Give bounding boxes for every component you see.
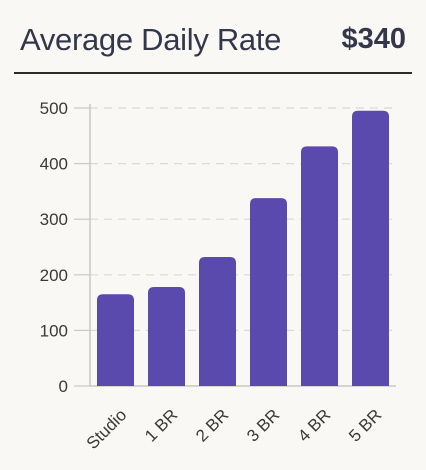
chart-title: Average Daily Rate bbox=[20, 22, 282, 57]
chart-header: Average Daily Rate $340 bbox=[14, 16, 412, 74]
y-tick-label: 400 bbox=[40, 155, 68, 174]
bars bbox=[97, 110, 389, 386]
axes bbox=[74, 104, 396, 387]
y-tick-labels: 0 100 200 300 400 500 bbox=[40, 99, 68, 396]
x-tick-label: 1 BR bbox=[141, 405, 181, 445]
y-tick-label: 0 bbox=[59, 377, 68, 396]
headline-value: $340 bbox=[341, 23, 406, 55]
bar-1-br bbox=[148, 287, 185, 386]
bar-4-br bbox=[301, 146, 338, 386]
x-tick-label: 5 BR bbox=[345, 405, 385, 445]
bar-2-br bbox=[199, 257, 236, 386]
y-tick-label: 200 bbox=[40, 266, 68, 285]
bar-5-br bbox=[352, 110, 389, 386]
y-tick-label: 500 bbox=[40, 99, 68, 118]
x-tick-label: 2 BR bbox=[192, 405, 232, 445]
grid-lines bbox=[90, 107, 396, 331]
x-tick-label: 4 BR bbox=[294, 405, 334, 445]
y-tick-label: 100 bbox=[40, 321, 68, 340]
x-tick-label: Studio bbox=[83, 405, 131, 453]
x-tick-label: 3 BR bbox=[243, 405, 283, 445]
x-tick-labels: Studio 1 BR 2 BR 3 BR 4 BR 5 BR bbox=[83, 405, 386, 453]
bar-3-br bbox=[250, 198, 287, 386]
y-tick-label: 300 bbox=[40, 210, 68, 229]
bar-studio bbox=[97, 294, 134, 386]
